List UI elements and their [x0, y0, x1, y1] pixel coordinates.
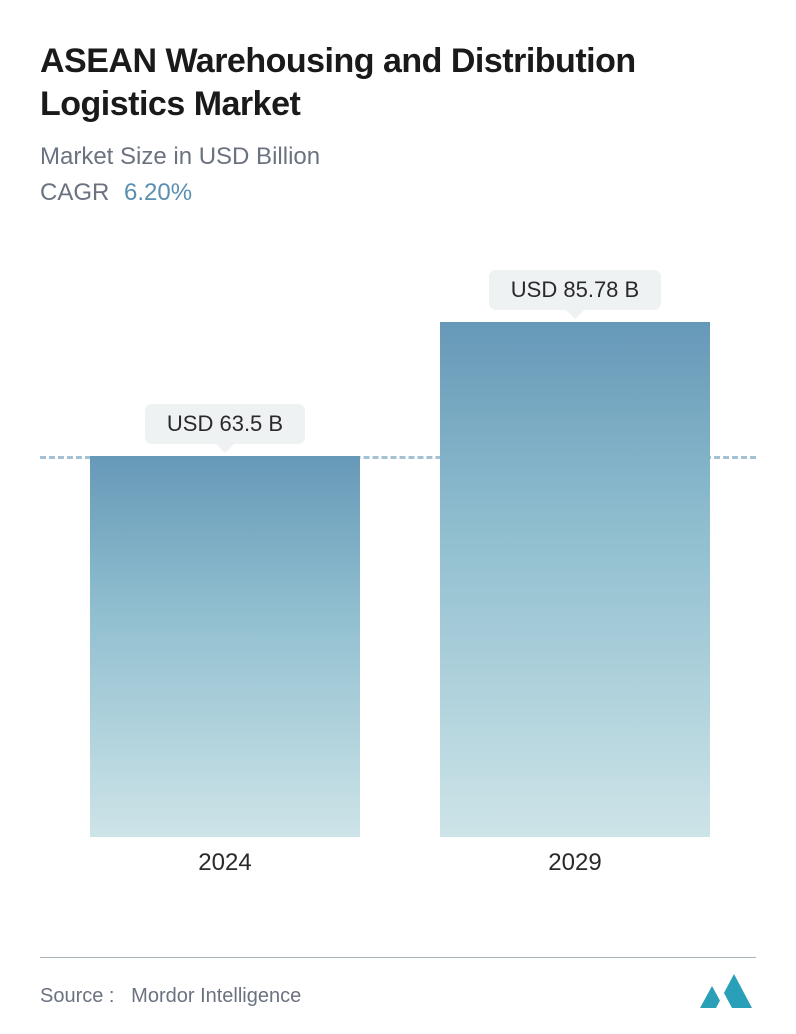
bar-label-notch	[216, 444, 234, 453]
bar-label-notch	[566, 310, 584, 319]
chart-subtitle: Market Size in USD Billion	[40, 143, 756, 171]
bar-value-label: USD 63.5 B	[145, 404, 305, 444]
cagr-row: CAGR 6.20%	[40, 179, 756, 207]
footer: Source : Mordor Intelligence	[40, 957, 756, 1008]
mordor-logo-icon	[700, 972, 756, 1008]
bar-label-wrap-2029: USD 85.78 B	[440, 270, 710, 319]
cagr-label: CAGR	[40, 179, 109, 206]
cagr-value: 6.20%	[124, 179, 192, 206]
source-text: Source : Mordor Intelligence	[40, 985, 301, 1008]
source-label: Source :	[40, 985, 114, 1007]
bar-label-wrap-2024: USD 63.5 B	[90, 404, 360, 453]
chart-title: ASEAN Warehousing and Distribution Logis…	[40, 40, 756, 125]
chart-area: USD 63.5 B 2024 USD 85.78 B 2029	[40, 237, 756, 877]
chart-container: ASEAN Warehousing and Distribution Logis…	[0, 0, 796, 1034]
bar-2024	[90, 456, 360, 837]
bar-2029	[440, 322, 710, 837]
year-label-2024: 2024	[90, 849, 360, 877]
bar-value-label: USD 85.78 B	[489, 270, 661, 310]
source-value: Mordor Intelligence	[131, 985, 301, 1007]
year-label-2029: 2029	[440, 849, 710, 877]
